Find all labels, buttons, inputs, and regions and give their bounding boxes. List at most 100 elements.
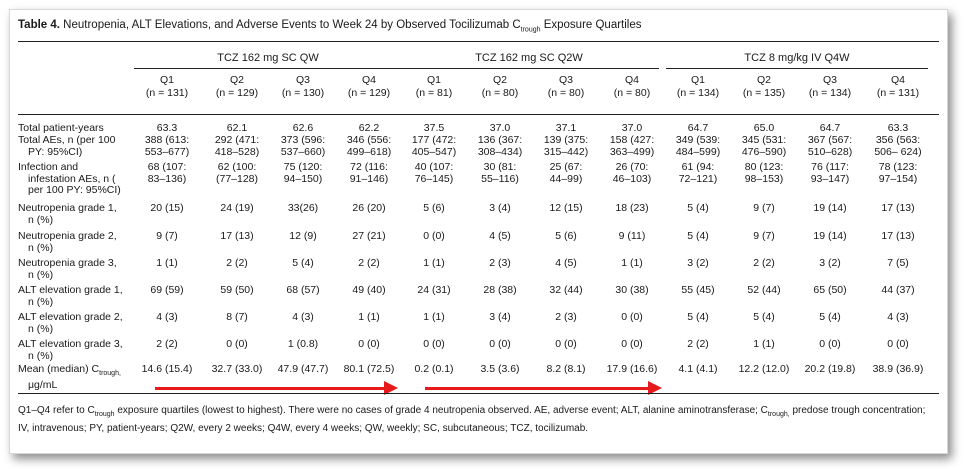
cell-line: 62.6: [292, 122, 314, 134]
cell-line: 308–434): [477, 145, 523, 158]
table-cell: 32 (44): [526, 284, 606, 297]
cell-line: 363–499): [609, 145, 655, 158]
table-cell: 17 (13): [197, 230, 277, 243]
table-cell: 28 (38): [460, 284, 540, 297]
table-cell: 2 (2): [197, 257, 277, 270]
cell-line: 0 (0): [489, 338, 511, 350]
table-cell: 47.9 (47.7): [263, 363, 343, 376]
cell-line: 2 (2): [358, 257, 380, 269]
quartile-n: (n = 134): [808, 87, 852, 99]
table-cell: 9 (11): [592, 230, 672, 243]
cell-line: 26 (20): [352, 202, 386, 214]
table-cell: 63.3: [127, 122, 207, 135]
cell-line: 38.9 (36.9): [872, 363, 924, 375]
cell-line: 510–628): [807, 145, 853, 158]
cell-line: 19 (14): [813, 202, 847, 214]
cell-line: 65.0: [753, 122, 775, 134]
cell-line: 12 (9): [289, 230, 317, 242]
table-cell: 8 (7): [197, 311, 277, 324]
table-cell: 75 (120: 94–150): [263, 161, 343, 185]
group-rule-3: [666, 68, 928, 69]
table-cell: 2 (2): [127, 338, 207, 351]
title-text: Neutropenia, ALT Elevations, and Adverse…: [63, 19, 521, 31]
quartile-n: (n = 131): [876, 87, 920, 99]
cell-line: 9 (7): [753, 230, 775, 242]
row-label-line: ALT elevation grade 3,: [18, 338, 123, 350]
cell-line: 26 (70:: [615, 161, 649, 173]
row-label: Neutropenia grade 3, n (%): [18, 257, 148, 281]
column-header: Q2 (n = 129): [197, 74, 277, 100]
cell-line: 2 (3): [489, 257, 511, 269]
table-cell: 367 (567: 510–628): [790, 134, 870, 158]
cell-line: 0.2 (0.1): [414, 363, 454, 375]
table-cell: 373 (596: 537–660): [263, 134, 343, 158]
cell-line: 5 (4): [292, 257, 314, 269]
column-header: Q4 (n = 131): [858, 74, 938, 100]
quartile-label: Q2: [756, 74, 771, 86]
cell-line: 177 (472:: [411, 134, 457, 146]
table-cell: 4 (5): [526, 257, 606, 270]
cell-line: 0 (0): [226, 338, 248, 350]
table-cell: 1 (1): [127, 257, 207, 270]
cell-line: 0 (0): [819, 338, 841, 350]
table-cell: 26 (70: 46–103): [592, 161, 672, 185]
table-cell: 63.3: [858, 122, 938, 135]
cell-line: 5 (4): [753, 311, 775, 323]
table-cell: 72 (116: 91–146): [329, 161, 409, 185]
table-cell: 9 (7): [127, 230, 207, 243]
row-label-line: Mean (median) Ctrough,: [18, 363, 148, 380]
table-cell: 3 (4): [460, 202, 540, 215]
quartile-label: Q1: [690, 74, 705, 86]
cell-line: 315–442): [543, 145, 589, 158]
cell-line: 64.7: [819, 122, 841, 134]
table-cell: 0 (0): [592, 338, 672, 351]
quartile-label: Q2: [492, 74, 507, 86]
cell-line: 17.9 (16.6): [606, 363, 658, 375]
cell-line: 91–146): [349, 172, 389, 185]
cell-line: 24 (19): [220, 202, 254, 214]
cell-line: 499–618): [346, 145, 392, 158]
cell-line: 28 (38): [483, 284, 517, 296]
table-cell: 24 (31): [394, 284, 474, 297]
table-cell: 1 (1): [329, 311, 409, 324]
table-cell: 2 (2): [724, 257, 804, 270]
row-label: Infection and infestation AEs, n (per 100…: [18, 161, 148, 197]
cell-line: 62.2: [358, 122, 380, 134]
cell-line: 72–121): [678, 172, 718, 185]
table-cell: 76 (117: 93–147): [790, 161, 870, 185]
quartile-label: Q3: [295, 74, 310, 86]
cell-line: 1 (1): [423, 311, 445, 323]
quartile-n: (n = 80): [547, 87, 585, 99]
quartile-n: (n = 134): [676, 87, 720, 99]
row-label-line: Total patient-years: [18, 122, 104, 134]
table-cell: 2 (3): [526, 311, 606, 324]
row-label-line: μg/mL: [28, 378, 58, 391]
table-cell: 2 (3): [460, 257, 540, 270]
table-cell: 3 (4): [460, 311, 540, 324]
table-cell: 1 (0.8): [263, 338, 343, 351]
cell-line: 3 (4): [489, 311, 511, 323]
column-header: Q3 (n = 134): [790, 74, 870, 100]
table-cell: 12 (15): [526, 202, 606, 215]
column-header: Q1 (n = 81): [394, 74, 474, 100]
title-subscript: trough: [520, 26, 541, 34]
table-cell: 37.0: [592, 122, 672, 135]
table-cell: 65 (50): [790, 284, 870, 297]
row-label-line: Total AEs, n (per 100: [18, 134, 116, 146]
table-cell: 2 (2): [658, 338, 738, 351]
table-cell: 65.0: [724, 122, 804, 135]
trend-arrow-line-1: [155, 387, 386, 390]
cell-line: 3 (2): [819, 257, 841, 269]
cell-line: 37.0: [489, 122, 511, 134]
table-cell: 62.2: [329, 122, 409, 135]
table-cell: 69 (59): [127, 284, 207, 297]
table-cell: 5 (6): [394, 202, 474, 215]
cell-line: 0 (0): [423, 338, 445, 350]
row-label: Neutropenia grade 2, n (%): [18, 230, 148, 254]
cell-line: 388 (613:: [144, 134, 190, 146]
table-cell: 356 (563: 506– 624): [858, 134, 938, 158]
cell-line: 47.9 (47.7): [277, 363, 329, 375]
trend-arrow-head-2: [648, 381, 662, 395]
cell-line: 346 (556:: [346, 134, 392, 146]
table-cell: 37.0: [460, 122, 540, 135]
